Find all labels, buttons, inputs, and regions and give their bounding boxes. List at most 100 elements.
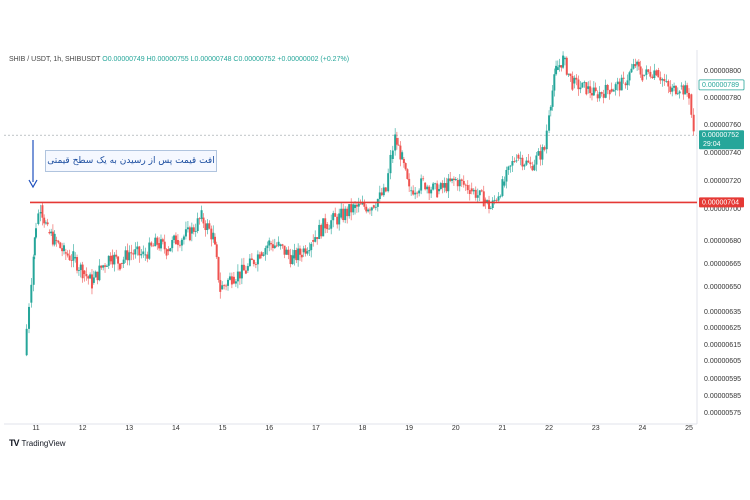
candle-body [600,92,603,94]
candle-body [192,227,195,232]
symbol-label[interactable]: SHIB / USDT, 1h, SHIBUSDT [9,56,101,63]
candle-body [391,150,394,159]
candle-body [488,200,491,209]
y-tick-label: 0.00000575 [704,410,741,417]
candle-body [118,263,121,270]
candle-body [184,229,187,237]
y-tick-label: 0.00000700 [704,206,741,213]
candle-body [180,239,183,246]
candle-body [610,88,613,92]
candle-body [676,93,679,95]
candle-body [48,232,51,234]
candle-body [107,255,110,266]
candle-body [503,181,506,186]
candle-body [156,237,159,245]
y-tick-label: 0.00000800 [704,68,741,75]
candle-body [316,237,319,240]
y-tick-label: 0.00000665 [704,261,741,268]
candle-body [606,84,609,91]
candle-body [344,208,347,221]
candle-body [100,265,103,268]
candle-body [432,183,435,190]
candle-body [688,92,690,99]
candle-body [113,254,116,265]
candle-body [98,265,101,281]
candle-body [667,80,670,87]
candle-body [330,220,333,229]
candle-body [178,244,181,246]
candle-body [602,93,605,98]
candle-body [215,244,218,258]
candle-body [674,85,677,95]
candle-body [663,79,666,82]
candle-body [439,183,442,189]
candle-body [583,82,586,84]
candle-body [509,165,512,167]
candle-body [678,91,681,94]
candle-body [102,265,105,268]
candle-body [37,213,40,224]
x-tick-label: 25 [685,425,693,432]
y-tick-label: 0.00000650 [704,284,741,291]
x-tick-label: 23 [592,425,600,432]
candle-body [273,245,276,249]
x-tick-label: 13 [125,425,133,432]
x-tick-label: 15 [219,425,227,432]
candle-body [493,199,496,201]
candle-body [458,179,461,187]
candle-body [665,80,668,82]
y-tick-label: 0.00000680 [704,238,741,245]
candle-body [238,271,241,279]
candle-body [275,245,278,247]
candle-body [324,218,327,229]
candle-body [585,82,588,95]
candle-body [563,57,566,60]
candle-body [212,232,215,240]
candle-body [454,179,457,181]
candle-body [43,217,46,224]
candle-body [406,169,409,179]
candle-body [171,239,174,249]
candle-body [246,266,249,271]
candle-body [466,185,469,191]
candle-body [634,64,637,67]
candle-body [426,186,429,190]
candle-body [637,61,640,67]
candle-body [651,76,654,79]
candle-body [556,67,559,70]
candle-body [553,74,556,91]
candle-body [449,178,452,181]
candle-body [614,84,617,91]
candle-body [213,236,216,245]
candle-body [486,200,489,203]
candle-body [587,86,590,89]
candle-body [328,228,331,230]
candle-body [270,243,273,245]
candle-body [262,254,265,256]
candle-body [428,186,431,194]
annotation-note[interactable]: افت قیمت پس از رسیدن به یک سطح قیمتی [45,150,217,172]
candle-body [410,190,413,192]
candle-body [590,93,593,96]
candle-body [109,255,112,262]
candle-body [416,192,419,194]
candle-body [596,94,599,99]
candle-body [217,257,220,280]
candle-body [549,106,552,111]
candle-body [430,189,433,194]
current-price-tag: 0.00000752 [702,132,739,139]
candle-body [150,242,153,246]
candle-body [569,73,572,76]
candle-body [535,155,538,165]
candle-body [649,71,652,77]
annotation-text: افت قیمت پس از رسیدن به یک سطح قیمتی [47,156,215,166]
candle-body [630,68,633,73]
candle-body [128,252,131,261]
candle-body [680,85,683,87]
candle-body [581,82,584,88]
candle-body [122,259,125,264]
candle-body [252,259,255,265]
candle-body [176,240,179,245]
candle-body [501,179,504,196]
